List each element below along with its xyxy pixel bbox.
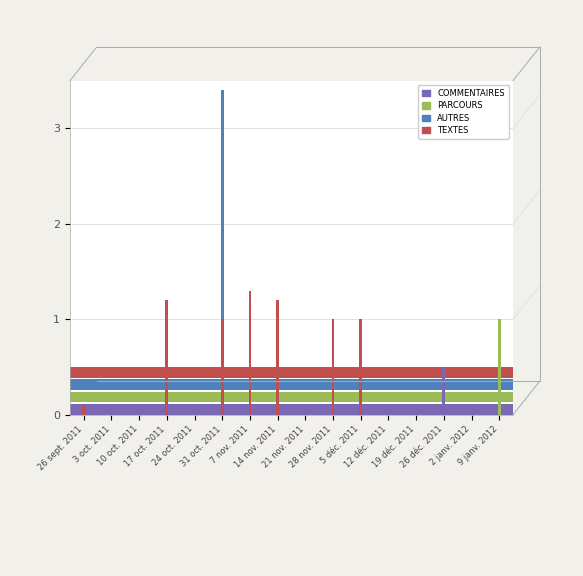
Bar: [248, 291, 251, 415]
Legend: COMMENTAIRES, PARCOURS, AUTRES, TEXTES: COMMENTAIRES, PARCOURS, AUTRES, TEXTES: [418, 85, 509, 139]
Bar: [442, 367, 445, 415]
Bar: [248, 386, 251, 415]
Bar: [82, 405, 85, 415]
Bar: [70, 404, 513, 415]
Bar: [276, 300, 279, 415]
Bar: [70, 367, 513, 378]
Bar: [221, 90, 224, 415]
Bar: [70, 380, 513, 390]
Bar: [166, 300, 168, 415]
Bar: [332, 319, 335, 415]
Bar: [359, 319, 362, 415]
Bar: [221, 319, 224, 415]
Bar: [70, 392, 513, 403]
Bar: [221, 319, 224, 415]
Bar: [498, 319, 501, 415]
